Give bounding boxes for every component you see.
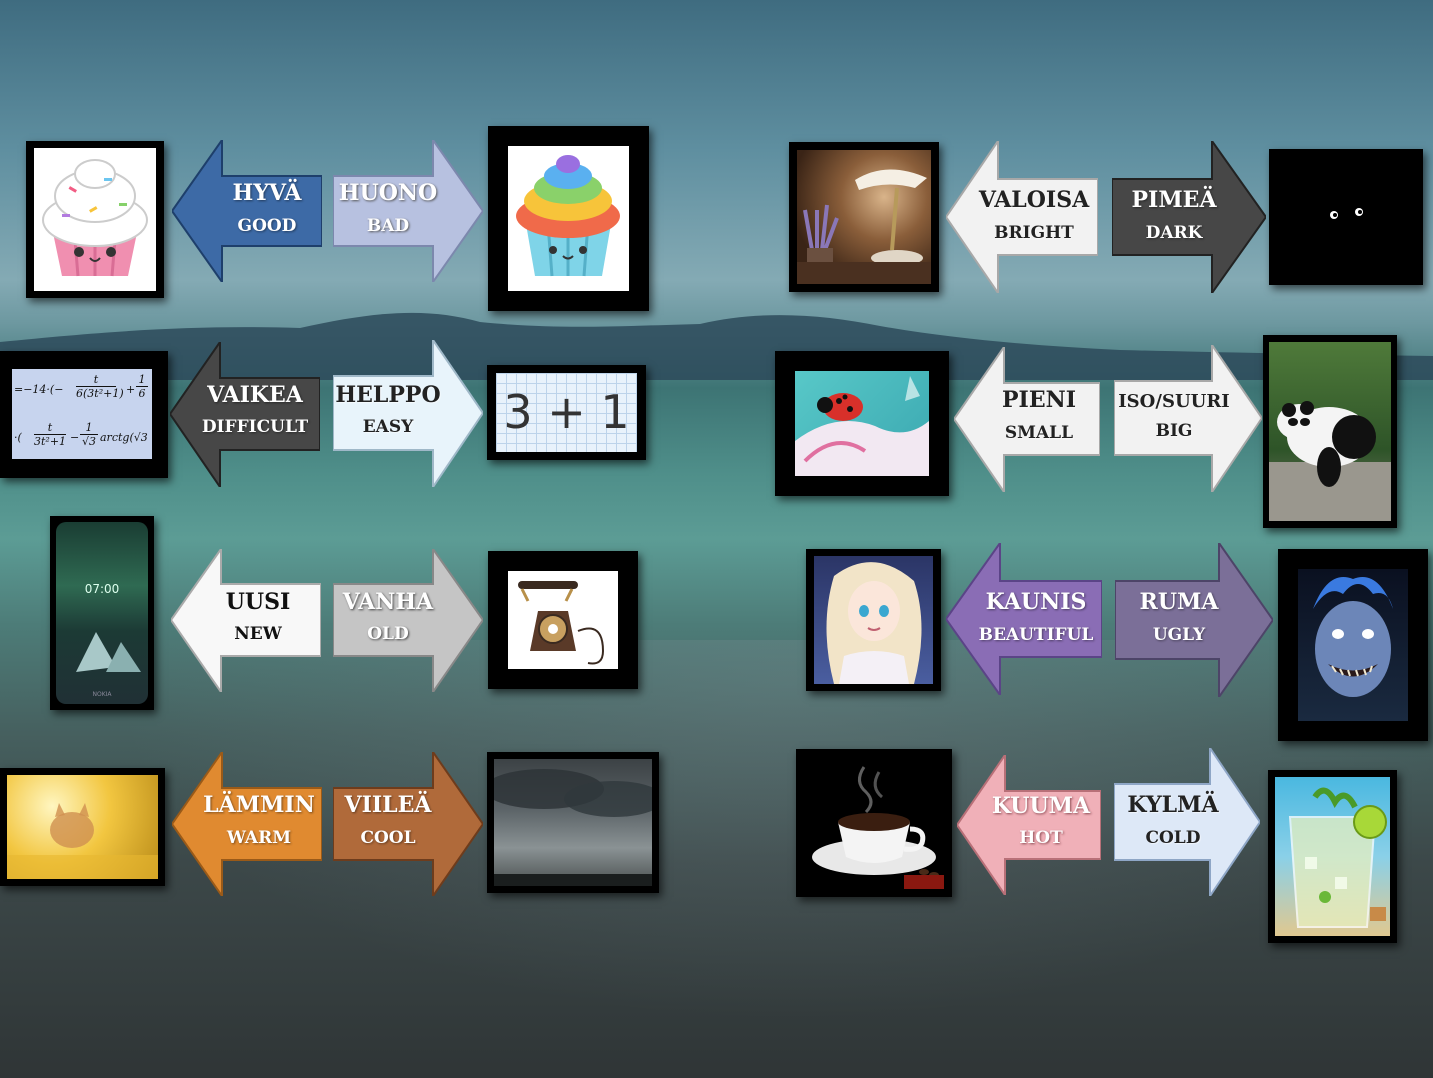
- arrow-right-cool: VIILEÄ COOL: [333, 752, 483, 896]
- label-finnish: RUMA: [1139, 589, 1219, 615]
- arrow-right-big: ISO/SUURI BIG: [1114, 345, 1262, 492]
- storm-clouds-frame: [487, 752, 659, 893]
- princess-frame: [806, 549, 941, 691]
- coffee-cup-image: [804, 757, 944, 889]
- label-english: BRIGHT: [994, 223, 1074, 243]
- label-finnish: LÄMMIN: [203, 792, 315, 818]
- label-english: COLD: [1145, 828, 1201, 848]
- label-finnish: HUONO: [338, 180, 438, 206]
- formula-frac3-bot: 3t²+1: [34, 435, 67, 448]
- dark-eyes-image: [1269, 149, 1423, 285]
- label-english: BEAUTIFUL: [978, 625, 1094, 645]
- formula-frac2-top: 1: [136, 373, 148, 387]
- label-finnish: KAUNIS: [985, 589, 1087, 615]
- monster-image: [1298, 569, 1408, 721]
- label-finnish: KUUMA: [991, 793, 1091, 819]
- formula-line2: ·(: [14, 431, 22, 444]
- sunny-cat-frame: [0, 768, 165, 886]
- sum-text: 3 + 1: [503, 385, 630, 439]
- arrow-left-hot: KUUMA HOT: [957, 755, 1101, 895]
- formula-frac3-top: t: [34, 421, 66, 435]
- label-finnish: PIENI: [1001, 387, 1076, 413]
- arrow-right-ugly: RUMA UGLY: [1115, 543, 1273, 697]
- arrow-left-small: PIENI SMALL: [954, 347, 1100, 492]
- math-formula-image: =−14·(− t 6(3t²+1) + 1 6 ·( t 3t²+1 − 1 …: [12, 369, 152, 459]
- arrow-left-difficult: VAIKEA DIFFICULT: [170, 342, 320, 487]
- label-english: DARK: [1145, 223, 1203, 243]
- label-finnish: PIMEÄ: [1131, 187, 1217, 213]
- panda-image: [1269, 342, 1391, 521]
- formula-line1: =−14·(−: [14, 383, 64, 396]
- arrow-right-easy: HELPPO EASY: [333, 340, 483, 487]
- label-finnish: ISO/SUURI: [1118, 391, 1230, 412]
- simple-sum-frame: 3 + 1: [487, 365, 646, 460]
- pink-cupcake-image: [34, 148, 156, 291]
- label-english: OLD: [367, 624, 409, 644]
- label-english: SMALL: [1004, 423, 1074, 443]
- desk-lamp-frame: [789, 142, 939, 292]
- label-finnish: HYVÄ: [232, 180, 302, 206]
- formula-tail: arctg(√3: [100, 431, 148, 444]
- arrow-right-old: VANHA OLD: [333, 549, 483, 692]
- rainbow-cupcake-image: [508, 146, 629, 291]
- sunny-cat-image: [7, 775, 158, 879]
- formula-plus: +: [126, 383, 136, 396]
- label-finnish: VALOISA: [978, 187, 1090, 213]
- formula-frac1-bot: 6(3t²+1): [76, 387, 124, 400]
- smartphone-image: 07:00 NOKIA: [56, 522, 148, 704]
- label-english: UGLY: [1152, 625, 1206, 645]
- formula-frac4-bot: √3: [81, 435, 96, 448]
- label-finnish: VANHA: [342, 589, 434, 615]
- arrow-left-new: UUSI NEW: [171, 549, 321, 692]
- iced-drink-frame: [1268, 770, 1397, 943]
- arrow-left-warm: LÄMMIN WARM: [172, 752, 322, 896]
- monster-frame: [1278, 549, 1428, 741]
- background-mountains: [0, 312, 1433, 380]
- phone-time: 07:00: [84, 582, 120, 596]
- arrow-right-bad: HUONO BAD: [333, 140, 483, 282]
- arrow-left-beautiful: KAUNIS BEAUTIFUL: [946, 543, 1102, 695]
- simple-sum-image: 3 + 1: [496, 373, 637, 452]
- formula-frac1-top: t: [76, 373, 116, 387]
- princess-image: [814, 556, 933, 684]
- label-english: WARM: [226, 828, 292, 848]
- label-english: EASY: [362, 417, 414, 437]
- old-telephone-frame: [488, 551, 638, 689]
- label-english: BAD: [366, 216, 410, 236]
- math-formula-frame: =−14·(− t 6(3t²+1) + 1 6 ·( t 3t²+1 − 1 …: [0, 351, 168, 478]
- label-english: BIG: [1155, 421, 1193, 441]
- rainbow-cupcake-frame: [488, 126, 649, 311]
- label-english: HOT: [1019, 828, 1063, 848]
- label-english: NEW: [234, 624, 282, 644]
- iced-drink-image: [1275, 777, 1390, 936]
- arrow-left-good: HYVÄ GOOD: [172, 140, 322, 282]
- desk-lamp-image: [797, 150, 931, 284]
- label-finnish: KYLMÄ: [1127, 792, 1219, 818]
- label-finnish: VIILEÄ: [344, 792, 432, 818]
- ladybug-image: [795, 371, 929, 476]
- formula-frac4-top: 1: [80, 421, 98, 435]
- storm-clouds-image: [494, 759, 652, 886]
- arrow-right-cold: KYLMÄ COLD: [1114, 748, 1260, 896]
- label-english: GOOD: [237, 216, 297, 236]
- label-english: DIFFICULT: [201, 417, 309, 437]
- ladybug-frame: [775, 351, 949, 496]
- arrow-left-bright: VALOISA BRIGHT: [946, 141, 1098, 293]
- old-telephone-image: [508, 571, 618, 669]
- label-english: COOL: [360, 828, 416, 848]
- label-finnish: UUSI: [225, 589, 291, 615]
- arrow-right-dark: PIMEÄ DARK: [1112, 141, 1266, 293]
- label-finnish: VAIKEA: [207, 382, 303, 408]
- formula-minus: −: [70, 431, 80, 444]
- pink-cupcake-frame: [26, 141, 164, 298]
- dark-eyes-frame: [1269, 149, 1423, 285]
- formula-frac2-bot: 6: [138, 387, 146, 400]
- label-finnish: HELPPO: [335, 382, 441, 408]
- panda-frame: [1263, 335, 1397, 528]
- smartphone-frame: 07:00 NOKIA: [50, 516, 154, 710]
- coffee-cup-frame: [796, 749, 952, 897]
- phone-brand: NOKIA: [92, 691, 112, 698]
